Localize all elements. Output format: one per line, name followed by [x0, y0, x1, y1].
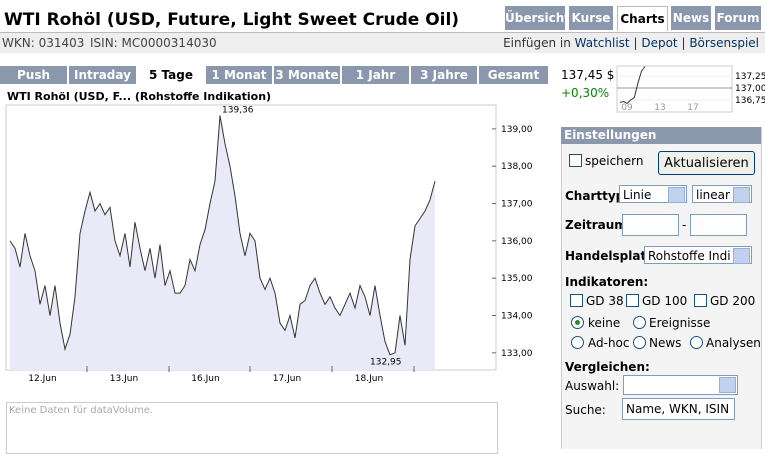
select[interactable]: Linie — [619, 185, 687, 203]
checkbox[interactable] — [569, 154, 582, 167]
area — [10, 115, 435, 370]
label: GD 100 — [642, 294, 688, 308]
annotation: 139,36 — [222, 105, 254, 115]
label: Suche: — [565, 403, 606, 417]
dash: - — [682, 218, 687, 232]
input[interactable] — [622, 214, 679, 236]
settings-panel — [561, 127, 762, 449]
y-tick-label: 137,00 — [501, 200, 533, 210]
isin: ISIN: MC0000314030 — [90, 36, 217, 50]
select[interactable] — [623, 375, 738, 395]
select[interactable]: Rohstoffe Indi — [644, 246, 752, 264]
tab-active[interactable]: Charts — [617, 6, 668, 31]
radio[interactable] — [690, 336, 703, 349]
x-tick-label: 16.Jun — [191, 374, 219, 384]
mini-x-label: 09 — [621, 103, 633, 113]
button[interactable]: Aktualisieren — [658, 151, 755, 175]
sep: | — [633, 36, 638, 50]
info-bar — [0, 32, 765, 53]
period-tab[interactable]: 5 Tage — [138, 66, 204, 84]
label: Charttyp: — [565, 189, 630, 203]
x-tick-label: 17.Jun — [273, 374, 301, 384]
label: News — [649, 336, 682, 350]
label: GD 200 — [710, 294, 756, 308]
period-tab[interactable]: 3 Jahre — [411, 66, 477, 84]
x-tick-label: 18.Jun — [355, 374, 383, 384]
input[interactable] — [690, 214, 747, 236]
period-tab[interactable]: Gesamt — [479, 66, 548, 84]
y-tick-label: 133,00 — [501, 349, 533, 359]
tab[interactable]: Forum — [715, 6, 761, 30]
period-tab[interactable]: 3 Monate — [274, 66, 340, 84]
y-tick-label: 136,00 — [501, 237, 533, 247]
change: +0,30% — [561, 86, 610, 100]
input[interactable]: Name, WKN, ISIN — [622, 398, 735, 420]
mini-tick-label: 136,75 — [735, 96, 765, 106]
label: Zeitraum: — [565, 218, 632, 232]
label: speichern — [585, 154, 644, 168]
mini-tick-label: 137,25 — [735, 72, 765, 82]
radio[interactable] — [633, 316, 646, 329]
link[interactable]: Watchlist — [574, 36, 630, 50]
x-tick-label: 12.Jun — [28, 374, 56, 384]
y-tick-label: 138,00 — [501, 162, 533, 172]
mini-x-label: 13 — [654, 103, 665, 113]
tab[interactable]: News — [671, 6, 711, 30]
y-tick-label: 139,00 — [501, 125, 533, 135]
period-tab[interactable]: Push — [0, 66, 67, 84]
sep: | — [681, 36, 686, 50]
x-tick-label: 13.Jun — [110, 374, 138, 384]
settings-title: Einstellungen — [561, 127, 761, 144]
checkbox[interactable] — [570, 294, 583, 307]
radio[interactable] — [571, 316, 584, 329]
period-tab[interactable]: Intraday — [69, 66, 136, 84]
links: Einfügen in Watchlist | Depot | Börsensp… — [503, 36, 759, 50]
y-tick-label: 134,00 — [501, 312, 533, 322]
chart-title: WTI Rohöl (USD, F... (Rohstoffe Indikati… — [7, 90, 272, 103]
mini-tick-label: 137,00 — [735, 84, 765, 94]
radio[interactable] — [633, 336, 646, 349]
mini-plot — [616, 65, 733, 113]
link[interactable]: Depot — [641, 36, 678, 50]
price: 137,45 $ — [561, 68, 615, 82]
wkn: WKN: 031403 — [2, 36, 85, 50]
label: Analysen — [706, 336, 761, 350]
select[interactable]: linear — [692, 185, 752, 203]
price-line — [9, 115, 436, 356]
label: Ad-hoc — [588, 336, 630, 350]
period-tab[interactable]: 1 Jahr — [342, 66, 409, 84]
checkbox[interactable] — [626, 294, 639, 307]
tab[interactable]: Übersicht — [505, 6, 570, 30]
annotation: 132,95 — [370, 358, 402, 368]
label: GD 38 — [586, 294, 624, 308]
label: Einfügen in — [503, 36, 571, 50]
tab[interactable]: Kurse — [569, 6, 613, 30]
label: Indikatoren: — [565, 275, 649, 289]
checkbox[interactable] — [694, 294, 707, 307]
label: Ereignisse — [649, 316, 711, 330]
mini-line — [619, 66, 646, 105]
radio[interactable] — [571, 336, 584, 349]
label: keine — [588, 316, 621, 330]
page-title: WTI Rohöl (USD, Future, Light Sweet Crud… — [4, 10, 460, 30]
label: Handelsplatz: — [565, 249, 658, 263]
label: Auswahl: — [565, 379, 620, 393]
period-tab[interactable]: 1 Monat — [206, 66, 272, 84]
y-tick-label: 135,00 — [501, 274, 533, 284]
label: Vergleichen: — [565, 360, 650, 374]
volume-note: Keine Daten für dataVolume. — [9, 405, 154, 416]
link[interactable]: Börsenspiel — [689, 36, 759, 50]
mini-x-label: 17 — [687, 103, 698, 113]
